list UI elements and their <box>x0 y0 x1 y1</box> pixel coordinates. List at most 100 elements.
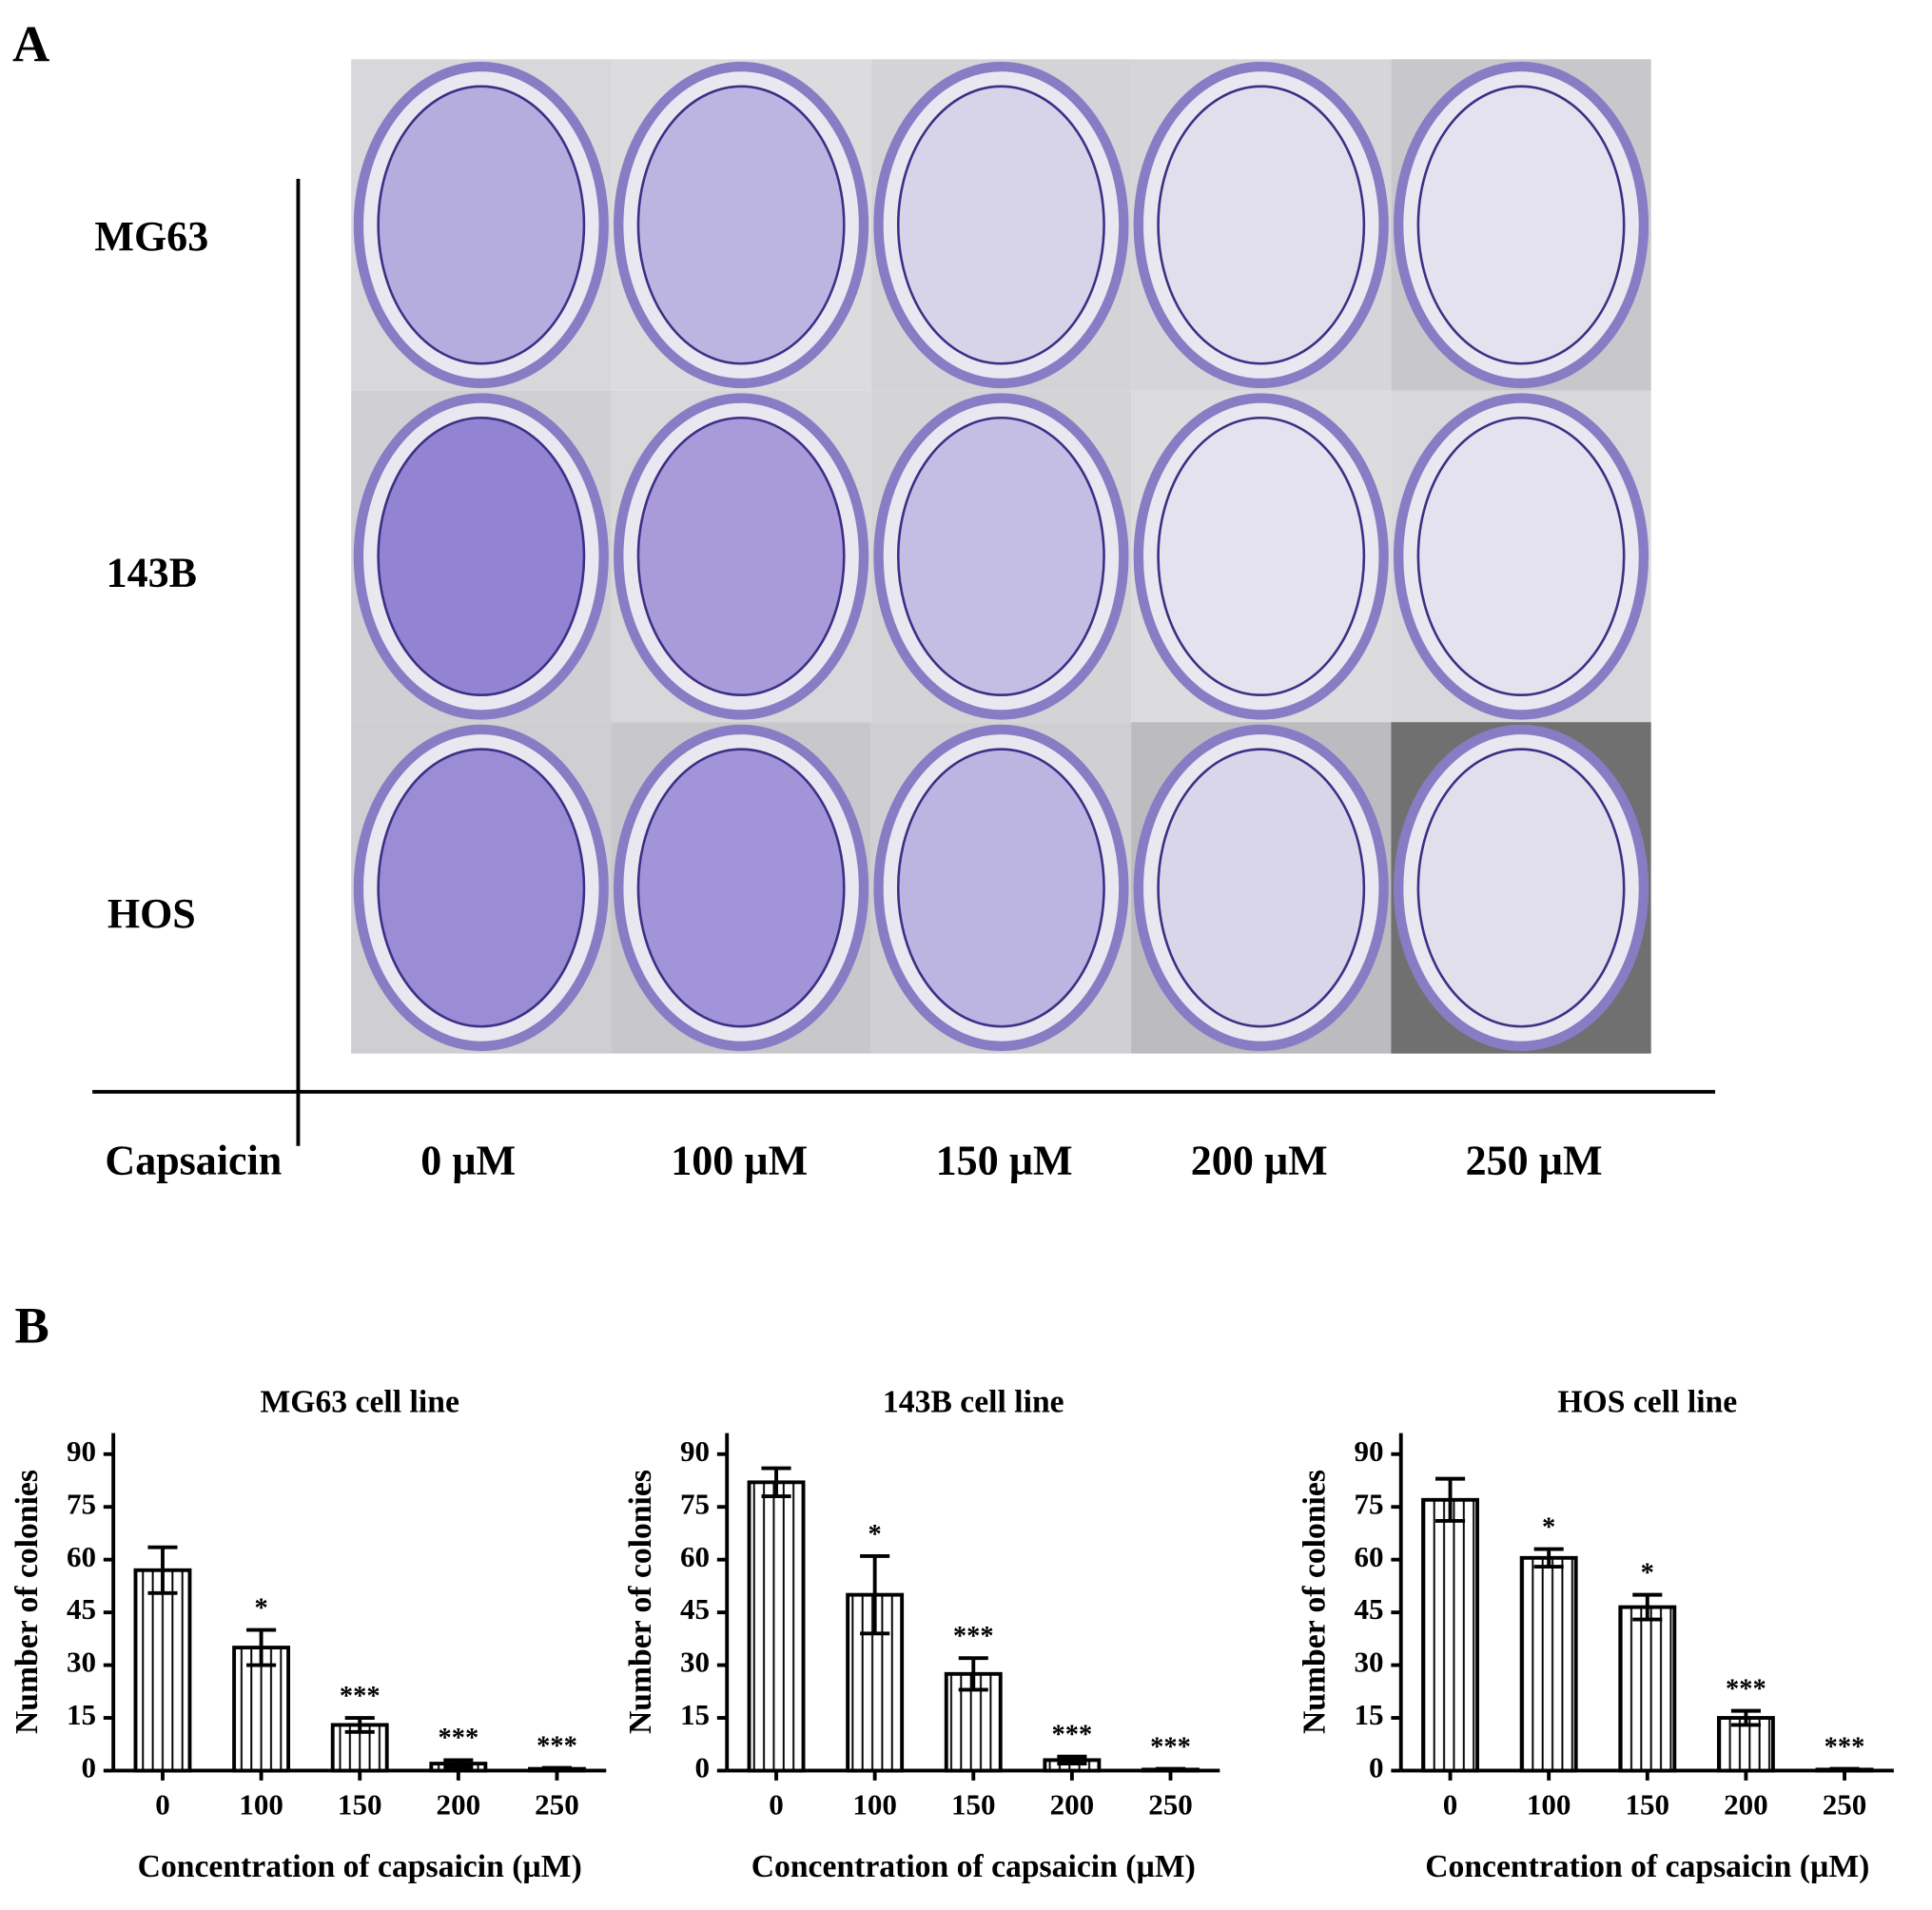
x-tick-label: 200 <box>437 1787 481 1821</box>
well-stain <box>1157 748 1366 1028</box>
column-label: 100 µM <box>671 1137 808 1183</box>
bar <box>133 1568 192 1773</box>
y-tick-label: 0 <box>81 1751 96 1784</box>
y-tick-label: 90 <box>67 1434 96 1468</box>
y-tick-label: 15 <box>680 1698 710 1731</box>
row-label: 143B <box>107 549 197 595</box>
x-tick-label: 0 <box>769 1787 784 1821</box>
row-label: MG63 <box>94 213 208 260</box>
well-stain <box>1416 85 1626 365</box>
column-label: 0 µM <box>420 1137 516 1183</box>
y-tick-label: 0 <box>695 1751 711 1784</box>
y-tick-label: 75 <box>680 1487 710 1520</box>
well <box>1133 724 1389 1052</box>
significance-label: *** <box>1052 1720 1093 1749</box>
error-bar <box>541 1765 573 1772</box>
well-stain <box>1416 748 1626 1028</box>
y-tick-label: 30 <box>67 1646 96 1679</box>
error-bar <box>1057 1754 1087 1766</box>
well-stain <box>636 85 846 365</box>
error-bar <box>958 1656 988 1692</box>
error-bar <box>1730 1708 1761 1727</box>
error-bar <box>246 1627 277 1667</box>
significance-label: *** <box>1825 1732 1865 1762</box>
error-bar <box>1829 1766 1860 1773</box>
x-tick-label: 200 <box>1050 1787 1095 1821</box>
error-bar <box>1533 1547 1564 1569</box>
y-tick-label: 15 <box>1355 1698 1384 1731</box>
significance-label: * <box>254 1593 267 1623</box>
y-tick-label: 45 <box>680 1592 710 1626</box>
x-tick-label: 150 <box>1625 1787 1669 1821</box>
well <box>614 61 869 389</box>
y-axis-label: Number of colonies <box>10 1470 45 1734</box>
x-tick-label: 100 <box>239 1787 283 1821</box>
y-tick-label: 75 <box>67 1487 96 1520</box>
x-tick-label: 150 <box>951 1787 996 1821</box>
y-tick-label: 90 <box>1355 1434 1384 1468</box>
well <box>1133 61 1389 389</box>
significance-label: * <box>1641 1558 1654 1588</box>
well <box>1133 393 1389 720</box>
y-tick-label: 15 <box>67 1698 96 1731</box>
error-bar <box>860 1554 890 1636</box>
y-axis-label: Number of colonies <box>1297 1470 1332 1734</box>
x-tick-label: 250 <box>1148 1787 1193 1821</box>
well-stain <box>1157 85 1366 365</box>
y-axis-label: Number of colonies <box>623 1470 658 1734</box>
well <box>873 61 1129 389</box>
x-tick-label: 0 <box>1443 1787 1458 1821</box>
significance-label: * <box>868 1520 882 1549</box>
y-tick-label: 60 <box>1355 1540 1384 1573</box>
well-stain <box>377 85 586 365</box>
well <box>614 393 869 720</box>
well-stain <box>896 748 1105 1028</box>
y-tick-label: 45 <box>1355 1592 1384 1626</box>
y-tick-label: 0 <box>1369 1751 1384 1784</box>
y-tick-label: 60 <box>680 1540 710 1573</box>
bar <box>747 1480 806 1773</box>
well-stain <box>1416 416 1626 696</box>
significance-label: * <box>1542 1512 1555 1542</box>
significance-label: *** <box>1150 1732 1191 1762</box>
significance-label: *** <box>953 1622 994 1651</box>
error-bar <box>443 1758 474 1769</box>
y-tick-label: 45 <box>67 1592 96 1626</box>
y-tick-label: 60 <box>67 1540 96 1573</box>
well-photos <box>351 59 1651 1054</box>
x-axis-label: Concentration of capsaicin (µM) <box>751 1849 1196 1884</box>
column-label: 250 µM <box>1466 1137 1603 1183</box>
chart-title: 143B cell line <box>883 1385 1064 1420</box>
well <box>1393 724 1649 1052</box>
x-tick-label: 250 <box>535 1787 579 1821</box>
column-label: 200 µM <box>1191 1137 1328 1183</box>
bar <box>330 1723 389 1773</box>
well-stain <box>896 85 1105 365</box>
error-bar <box>1435 1476 1466 1523</box>
well-stain <box>1157 416 1366 696</box>
x-tick-label: 100 <box>1527 1787 1571 1821</box>
column-label: 150 µM <box>936 1137 1073 1183</box>
panel-label: A <box>12 15 49 72</box>
well <box>353 61 609 389</box>
x-axis-label: Concentration of capsaicin (µM) <box>1425 1849 1869 1884</box>
x-tick-label: 250 <box>1823 1787 1867 1821</box>
well-stain <box>377 416 586 696</box>
well <box>1393 61 1649 389</box>
panel-label: B <box>15 1297 49 1355</box>
bar <box>1421 1497 1479 1773</box>
bar <box>1618 1605 1677 1773</box>
well-stain <box>377 748 586 1028</box>
error-bar <box>147 1545 178 1595</box>
chart-title: HOS cell line <box>1557 1385 1737 1420</box>
error-bar <box>1632 1592 1663 1622</box>
well <box>873 393 1129 720</box>
x-tick-label: 0 <box>155 1787 170 1821</box>
treatment-label: Capsaicin <box>105 1137 282 1183</box>
well-stain <box>636 748 846 1028</box>
y-tick-label: 90 <box>680 1434 710 1468</box>
y-tick-label: 75 <box>1355 1487 1384 1520</box>
y-tick-label: 30 <box>1355 1646 1384 1679</box>
row-label: HOS <box>107 890 196 937</box>
